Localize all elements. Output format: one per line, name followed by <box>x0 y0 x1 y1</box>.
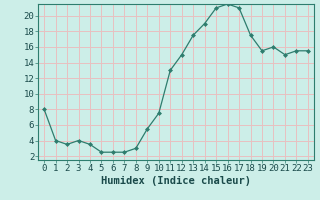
X-axis label: Humidex (Indice chaleur): Humidex (Indice chaleur) <box>101 176 251 186</box>
